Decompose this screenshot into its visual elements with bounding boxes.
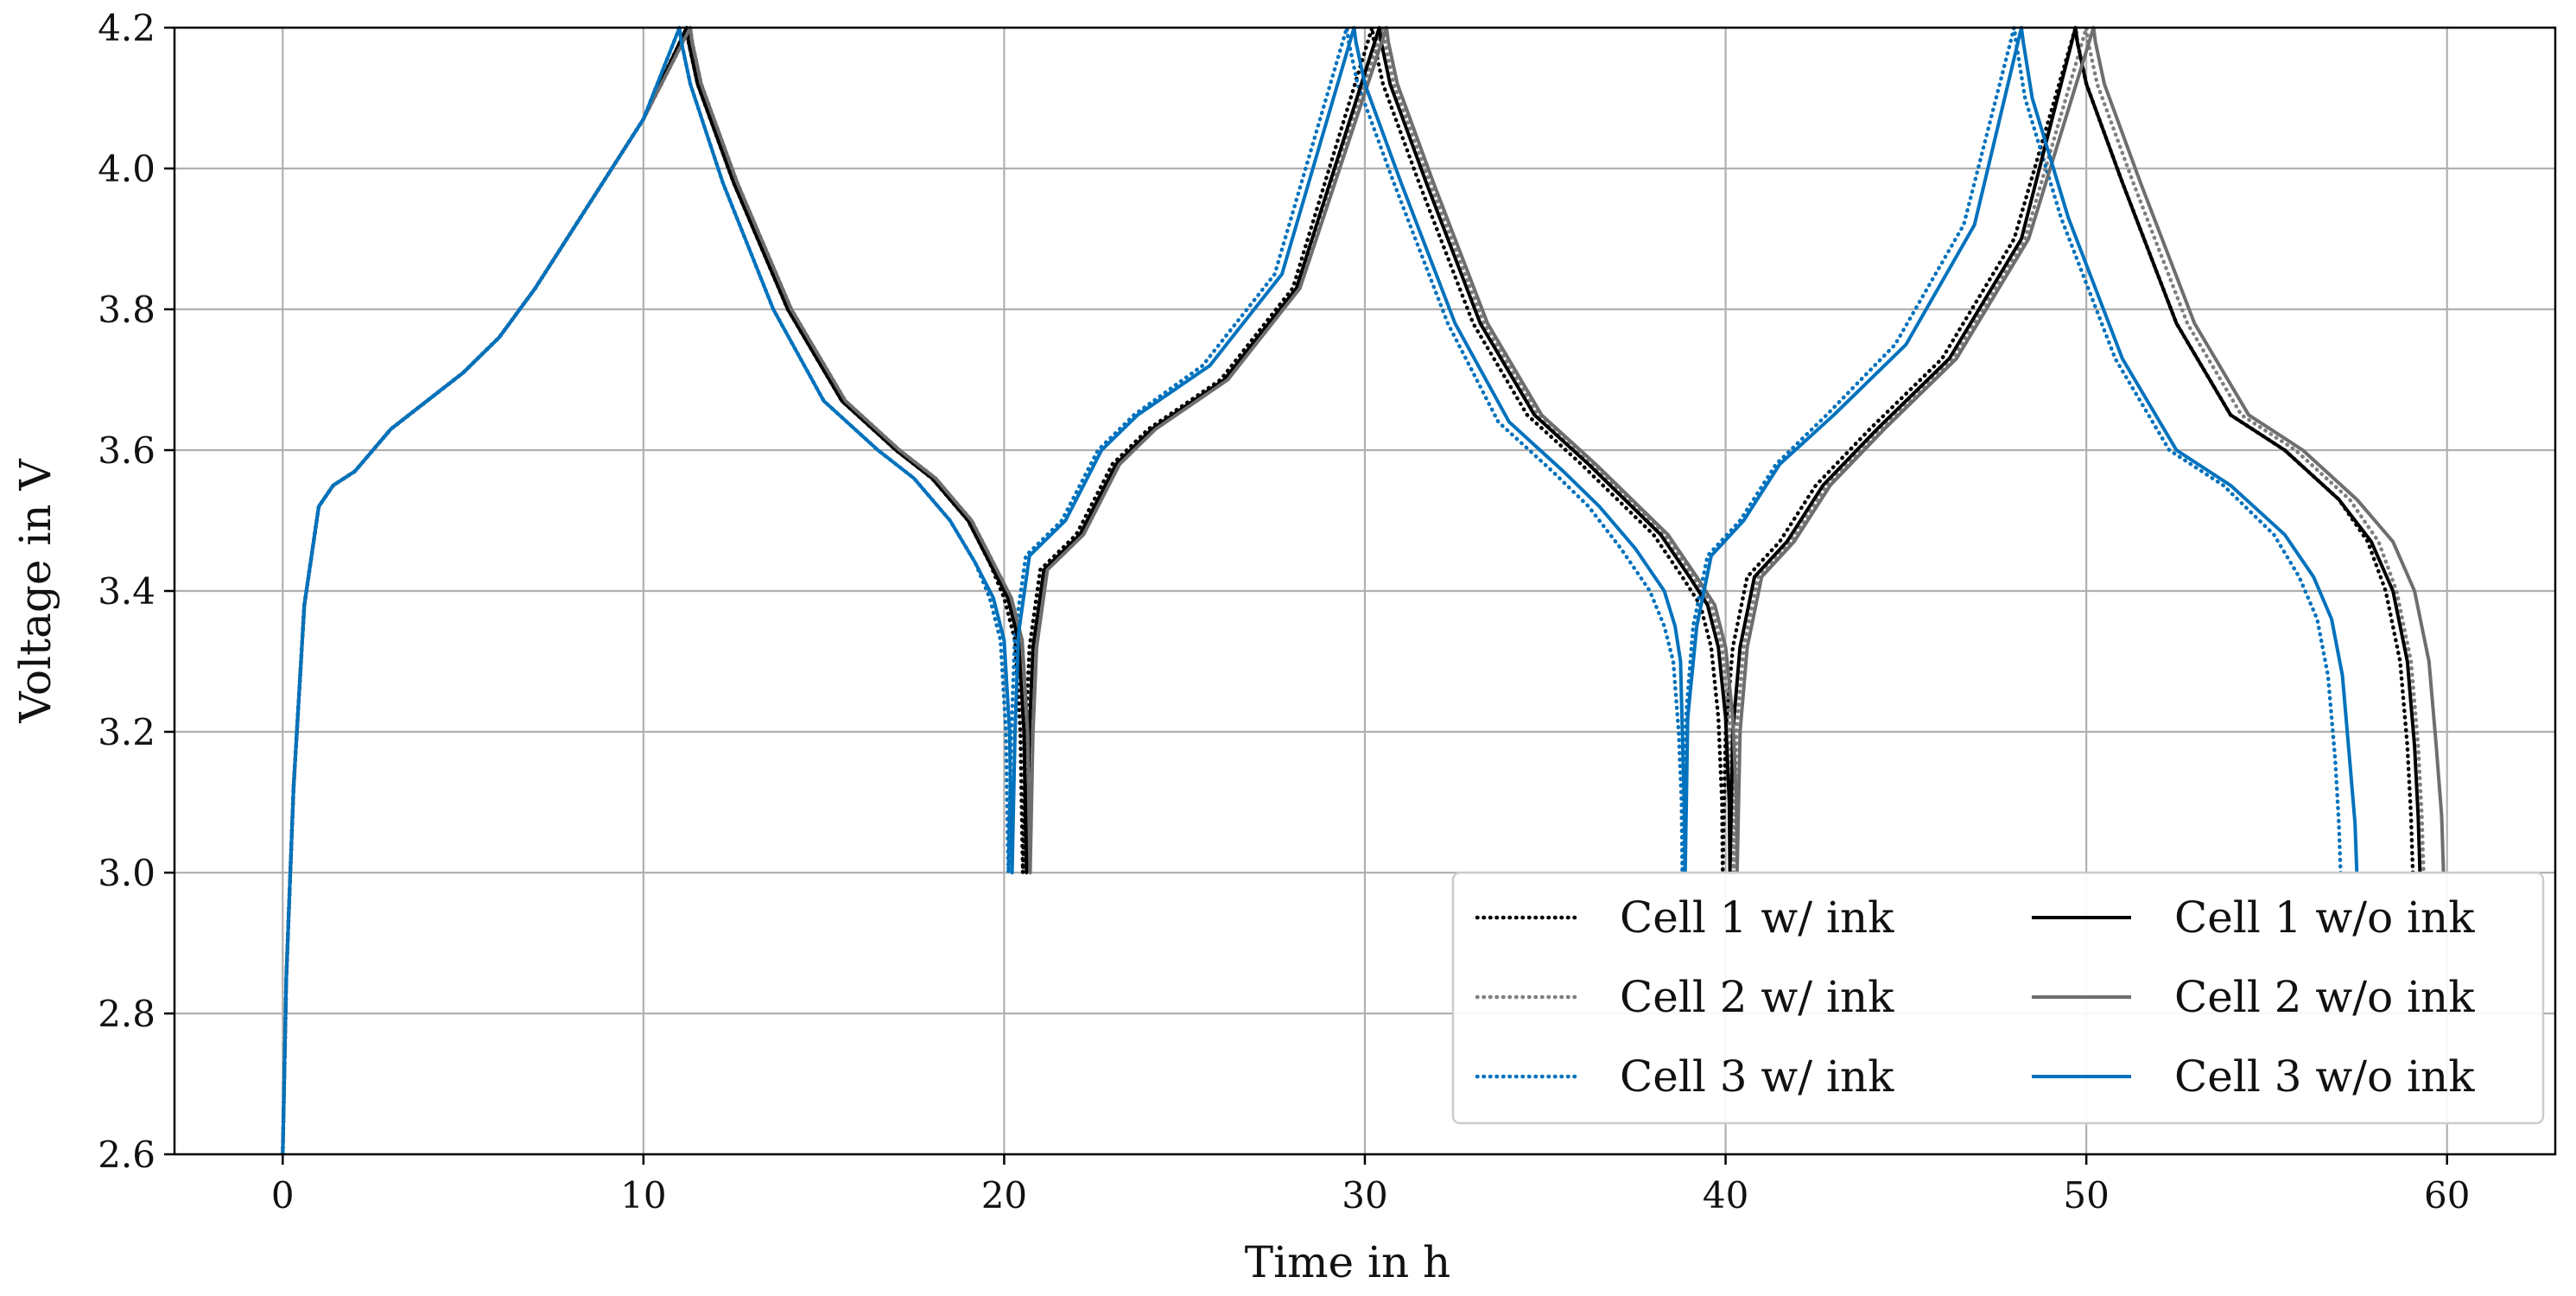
axis-ticks: 0 10 20 30 40 50 60 2.6 2.8 3.0 3.2 3.4 3.6 3.8 4.0 4.2 (98, 7, 2470, 1217)
legend-box (1451, 871, 2545, 1125)
y-tick-label: 3.0 (98, 852, 155, 894)
y-axis-label: Voltage in V (10, 459, 60, 724)
legend-label: Cell 1 w/ ink (1620, 893, 1894, 943)
legend-label: Cell 2 w/ ink (1620, 972, 1894, 1022)
x-tick-label: 60 (2424, 1174, 2470, 1217)
y-tick-label: 3.6 (98, 429, 155, 472)
x-tick-label: 20 (981, 1174, 1027, 1217)
y-tick-label: 4.0 (98, 148, 155, 190)
legend-label: Cell 1 w/o ink (2174, 893, 2475, 943)
x-tick-label: 50 (2063, 1174, 2109, 1217)
y-tick-label: 2.8 (98, 993, 155, 1035)
series-lines (281, 25, 2446, 1154)
y-tick-label: 4.2 (98, 7, 155, 49)
x-tick-label: 30 (1342, 1174, 1387, 1217)
legend-label: Cell 3 w/o ink (2174, 1051, 2475, 1102)
legend-label: Cell 2 w/o ink (2174, 972, 2475, 1022)
x-tick-label: 10 (620, 1174, 666, 1217)
x-tick-label: 40 (1703, 1174, 1748, 1217)
legend: Cell 1 w/ ink Cell 2 w/ ink Cell 3 w/ ink C… (1451, 871, 2545, 1125)
y-tick-label: 3.4 (98, 570, 155, 613)
y-tick-label: 3.2 (98, 711, 155, 753)
y-tick-label: 3.8 (98, 289, 155, 331)
y-tick-label: 2.6 (98, 1134, 155, 1176)
x-axis-label: Time in h (1245, 1237, 1451, 1287)
series-line-6 (281, 26, 2359, 1154)
legend-label: Cell 3 w/ ink (1620, 1051, 1894, 1102)
x-tick-label: 0 (271, 1174, 295, 1217)
